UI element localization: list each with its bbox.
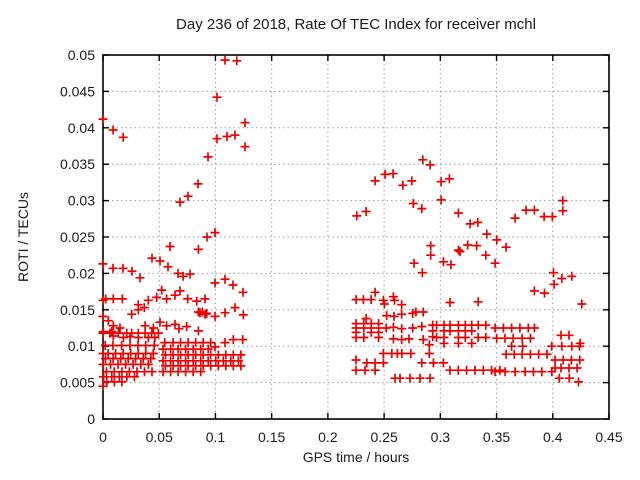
- grid-lines: [103, 55, 609, 419]
- y-tick-label: 0.025: [60, 229, 95, 245]
- y-tick-label: 0.045: [60, 83, 95, 99]
- x-tick-label: 0.05: [146, 429, 173, 445]
- y-tick-label: 0.02: [68, 265, 95, 281]
- x-tick-label: 0.15: [258, 429, 285, 445]
- y-tick-label: 0.035: [60, 156, 95, 172]
- scatter-series-ROTI: [98, 55, 587, 391]
- y-tick-label: 0: [87, 411, 95, 427]
- x-tick-label: 0.25: [370, 429, 397, 445]
- x-axis-label: GPS time / hours: [303, 449, 410, 465]
- x-tick-label: 0.4: [543, 429, 563, 445]
- x-tick-label: 0.45: [595, 429, 622, 445]
- tick-labels: 0 0.05 0.1 0.15 0.2 0.25 0.3 0.35 0.4 0.45 0 0.005 0…: [60, 47, 623, 445]
- chart-title: Day 236 of 2018, Rate Of TEC Index for r…: [176, 16, 536, 33]
- x-tick-label: 0.3: [431, 429, 451, 445]
- y-axis-label: ROTI / TECUs: [15, 192, 31, 282]
- data-points: [98, 55, 587, 391]
- x-tick-label: 0.35: [483, 429, 510, 445]
- y-tick-label: 0.005: [60, 375, 95, 391]
- x-tick-label: 0.1: [206, 429, 226, 445]
- y-tick-label: 0.03: [68, 193, 95, 209]
- axes-border-and-ticks: [102, 54, 610, 420]
- y-tick-label: 0.01: [68, 338, 95, 354]
- y-tick-label: 0.015: [60, 302, 95, 318]
- x-tick-label: 0.2: [318, 429, 338, 445]
- y-tick-label: 0.05: [68, 47, 95, 63]
- y-tick-label: 0.04: [68, 120, 95, 136]
- x-tick-label: 0: [99, 429, 107, 445]
